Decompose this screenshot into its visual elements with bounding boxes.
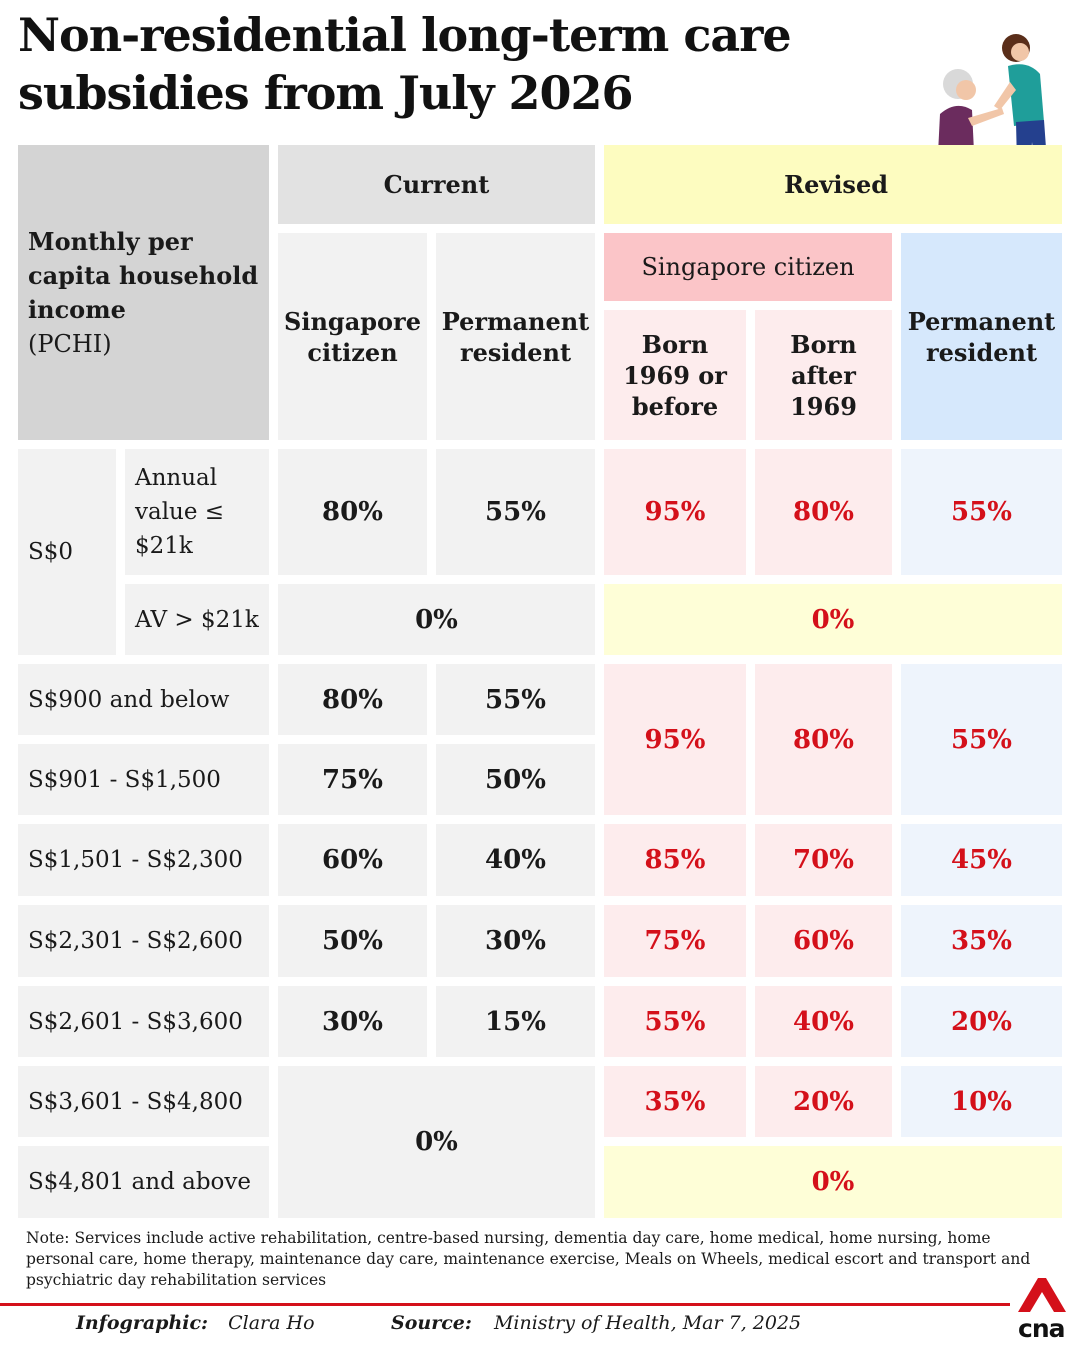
credit-infographic-name: Clara Ho (228, 1312, 315, 1334)
row-label-r1500: S$901 - S$1,500 (18, 744, 269, 815)
pchi-header-label: Monthly per capita household income (28, 226, 259, 324)
value-cur-pr-r2300: 40% (436, 824, 595, 896)
value-rev-born-before-r900-1500: 95% (604, 664, 746, 815)
header-current-citizen: Singapore citizen (278, 233, 427, 440)
footer-divider (0, 1303, 1010, 1306)
value-cur-citizen-r2600: 50% (278, 905, 427, 977)
header-revised-pr: Permanent resident (901, 233, 1062, 440)
value-cur-citizen-r3600: 30% (278, 986, 427, 1057)
value-current-av-gt: 0% (278, 584, 595, 655)
value-cur-pr-r1500: 50% (436, 744, 595, 815)
value-rev-born-after-r2600: 60% (755, 905, 892, 977)
value-rev-born-after-r900-1500: 80% (755, 664, 892, 815)
credit-source-label: Source: (391, 1312, 472, 1334)
value-rev-born-before-r4800: 35% (604, 1066, 746, 1137)
value-cur-citizen-r2300: 60% (278, 824, 427, 896)
header-current-pr: Permanent resident (436, 233, 595, 440)
value-cur-citizen-r900: 80% (278, 664, 427, 735)
header-born-after: Born after 1969 (755, 310, 892, 440)
value-rev-born-after-r3600: 40% (755, 986, 892, 1057)
value-rev-born-after-r2300: 70% (755, 824, 892, 896)
credit-infographic: Infographic: Clara Ho (76, 1312, 315, 1334)
value-cur-pr-r3600: 15% (436, 986, 595, 1057)
row-label-s0: S$0 (18, 449, 116, 655)
value-rev-pr-av-le: 55% (901, 449, 1062, 575)
value-rev-born-after-av-le: 80% (755, 449, 892, 575)
value-cur-pr-av-le: 55% (436, 449, 595, 575)
value-cur-citizen-r1500: 75% (278, 744, 427, 815)
value-rev-born-after-r4800: 20% (755, 1066, 892, 1137)
header-revised-citizen: Singapore citizen (604, 233, 892, 301)
value-rev-pr-r2600: 35% (901, 905, 1062, 977)
header-revised: Revised (604, 145, 1062, 224)
value-cur-pr-r2600: 30% (436, 905, 595, 977)
credit-source: Source: Ministry of Health, Mar 7, 2025 (391, 1312, 801, 1334)
pchi-header: Monthly per capita household income (PCH… (18, 145, 269, 440)
value-rev-born-before-av-le: 95% (604, 449, 746, 575)
value-current-r4800-4801: 0% (278, 1066, 595, 1218)
credit-infographic-label: Infographic: (76, 1312, 209, 1334)
value-rev-born-before-r2600: 75% (604, 905, 746, 977)
value-rev-born-before-r3600: 55% (604, 986, 746, 1057)
cna-logo-icon (1018, 1278, 1066, 1312)
value-rev-pr-r900-1500: 55% (901, 664, 1062, 815)
value-cur-pr-r900: 55% (436, 664, 595, 735)
value-rev-born-before-r2300: 85% (604, 824, 746, 896)
value-rev-pr-r2300: 45% (901, 824, 1062, 896)
row-label-r4801: S$4,801 and above (18, 1146, 269, 1218)
header-born-before: Born 1969 or before (604, 310, 746, 440)
row-label-r2600: S$2,301 - S$2,600 (18, 905, 269, 977)
page-title: Non-residential long-term care subsidies… (18, 8, 792, 120)
logo-text: cna (1018, 1314, 1065, 1343)
pchi-header-suffix: (PCHI) (28, 329, 112, 358)
credit-source-name: Ministry of Health, Mar 7, 2025 (493, 1312, 802, 1334)
row-label-r4800: S$3,601 - S$4,800 (18, 1066, 269, 1137)
row-label-r2300: S$1,501 - S$2,300 (18, 824, 269, 896)
row-label-av-le: Annual value ≤ $21k (125, 449, 269, 575)
row-label-r3600: S$2,601 - S$3,600 (18, 986, 269, 1057)
footnote: Note: Services include active rehabilita… (26, 1229, 1031, 1289)
header-current: Current (278, 145, 595, 224)
row-label-r900: S$900 and below (18, 664, 269, 735)
value-cur-citizen-av-le: 80% (278, 449, 427, 575)
value-rev-pr-r4800: 10% (901, 1066, 1062, 1137)
value-rev-pr-r3600: 20% (901, 986, 1062, 1057)
row-label-av-gt: AV > $21k (125, 584, 269, 655)
value-revised-r4801: 0% (604, 1146, 1062, 1218)
value-revised-av-gt: 0% (604, 584, 1062, 655)
